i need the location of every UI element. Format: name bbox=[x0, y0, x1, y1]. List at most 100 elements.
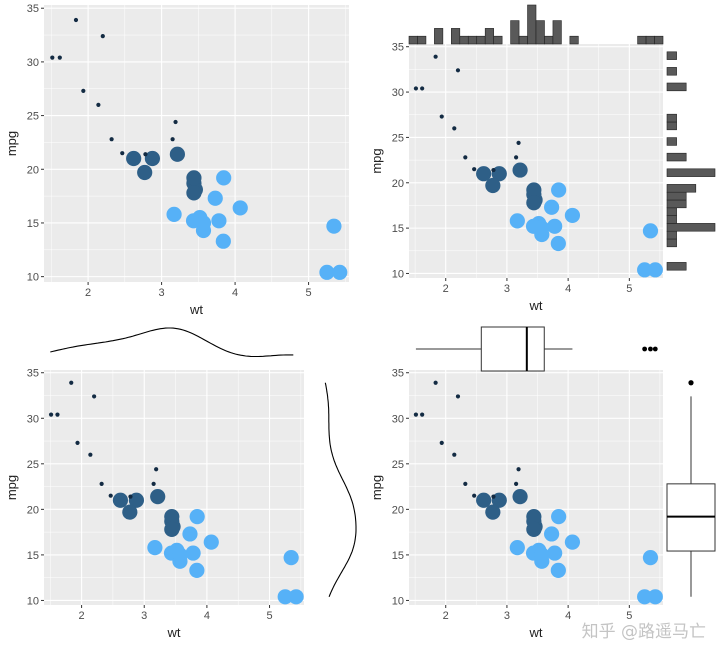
y-tick-label: 20 bbox=[27, 164, 39, 176]
histogram-bar-mpg bbox=[666, 238, 677, 248]
data-point bbox=[326, 218, 342, 234]
data-point bbox=[173, 119, 178, 125]
histogram-bar-wt bbox=[476, 35, 486, 45]
data-point bbox=[211, 213, 227, 229]
data-point bbox=[544, 526, 560, 542]
data-point bbox=[48, 412, 54, 417]
data-point bbox=[550, 562, 566, 578]
y-tick-label: 25 bbox=[27, 459, 39, 471]
histogram-bar-wt bbox=[637, 35, 647, 45]
data-point bbox=[420, 86, 425, 91]
data-point bbox=[512, 162, 528, 178]
histogram-bar-mpg bbox=[666, 113, 677, 123]
y-tick-label: 25 bbox=[27, 111, 39, 123]
x-tick-label: 5 bbox=[266, 610, 272, 622]
data-point bbox=[108, 493, 113, 498]
histogram-bar-mpg bbox=[666, 152, 687, 162]
x-tick-label: 4 bbox=[565, 610, 571, 622]
data-point bbox=[203, 534, 219, 550]
y-tick-label: 20 bbox=[392, 178, 404, 190]
x-tick-label: 2 bbox=[443, 283, 449, 295]
data-point bbox=[637, 262, 653, 278]
data-point bbox=[509, 540, 525, 556]
histogram-bar-mpg bbox=[666, 168, 716, 177]
data-point bbox=[283, 550, 299, 566]
histogram-bar-mpg bbox=[666, 82, 687, 92]
histogram-bar-wt bbox=[408, 35, 418, 45]
data-point bbox=[452, 126, 457, 131]
panel-plain: 2 3 4 5 10 15 20 25 30 35 wt mpg bbox=[4, 3, 349, 317]
data-point bbox=[491, 494, 496, 499]
histogram-bar-mpg bbox=[666, 191, 687, 201]
data-point bbox=[526, 195, 542, 211]
y-tick-label: 35 bbox=[392, 368, 404, 380]
data-point bbox=[642, 550, 659, 566]
y-tick-label: 20 bbox=[27, 504, 39, 516]
data-point bbox=[319, 264, 335, 280]
histogram-bar-wt bbox=[527, 4, 537, 45]
data-point bbox=[439, 440, 444, 445]
data-point bbox=[509, 213, 525, 229]
data-point bbox=[647, 589, 663, 605]
data-point bbox=[144, 150, 161, 167]
data-point bbox=[455, 68, 461, 73]
data-point bbox=[413, 86, 419, 91]
y-tick-label: 25 bbox=[392, 132, 404, 144]
histogram-bar-mpg bbox=[666, 184, 697, 193]
data-point bbox=[526, 509, 542, 525]
histogram-bar-mpg bbox=[666, 67, 677, 76]
panel-background bbox=[409, 44, 663, 278]
data-point bbox=[122, 504, 138, 520]
y-tick-label: 30 bbox=[27, 413, 39, 425]
histogram-bar-mpg bbox=[666, 51, 677, 60]
data-point bbox=[455, 394, 461, 399]
x-axis-title: wt bbox=[167, 625, 181, 640]
data-point bbox=[69, 380, 74, 385]
data-point bbox=[547, 545, 563, 561]
histogram-bar-mpg bbox=[666, 137, 677, 146]
histogram-bar-wt bbox=[417, 35, 427, 45]
data-point bbox=[172, 547, 188, 563]
histogram-bar-mpg bbox=[666, 215, 677, 224]
data-point bbox=[189, 509, 205, 525]
data-point bbox=[413, 412, 419, 417]
y-tick-label: 10 bbox=[392, 595, 404, 607]
histogram-bar-wt bbox=[645, 35, 655, 45]
data-point bbox=[112, 492, 129, 508]
data-point bbox=[73, 17, 79, 23]
histogram-bar-wt bbox=[544, 35, 554, 45]
x-axis-title: wt bbox=[529, 625, 543, 640]
data-point bbox=[50, 55, 55, 60]
data-point bbox=[516, 140, 521, 145]
data-point bbox=[512, 489, 528, 505]
data-point bbox=[463, 481, 468, 486]
data-point bbox=[207, 190, 223, 206]
histogram-bar-wt bbox=[535, 20, 545, 45]
y-tick-label: 15 bbox=[27, 550, 39, 562]
data-point bbox=[164, 521, 180, 537]
outlier-mpg bbox=[688, 380, 694, 386]
y-tick-label: 35 bbox=[27, 3, 39, 15]
x-tick-label: 5 bbox=[626, 610, 632, 622]
x-tick-label: 4 bbox=[232, 287, 238, 299]
panel-background bbox=[44, 370, 304, 605]
data-point bbox=[514, 481, 519, 486]
y-tick-label: 15 bbox=[27, 218, 39, 230]
data-point bbox=[166, 206, 182, 222]
y-tick-label: 30 bbox=[392, 413, 404, 425]
y-tick-label: 35 bbox=[27, 368, 39, 380]
y-axis-title: mpg bbox=[369, 475, 384, 500]
watermark: 知乎 @路遥马亡 bbox=[581, 622, 706, 642]
data-point bbox=[420, 412, 425, 417]
data-point bbox=[564, 534, 581, 550]
data-point bbox=[433, 380, 438, 385]
data-point bbox=[216, 170, 232, 186]
panel-density: 2 3 4 5 10 15 20 25 30 35 wt mpg bbox=[4, 368, 304, 640]
data-point bbox=[647, 262, 663, 278]
histogram-bar-wt bbox=[484, 28, 494, 45]
data-point bbox=[215, 233, 231, 249]
x-tick-label: 2 bbox=[79, 610, 85, 622]
histogram-bar-wt bbox=[493, 35, 503, 45]
x-tick-label: 4 bbox=[565, 283, 571, 295]
panel-background bbox=[409, 370, 663, 605]
